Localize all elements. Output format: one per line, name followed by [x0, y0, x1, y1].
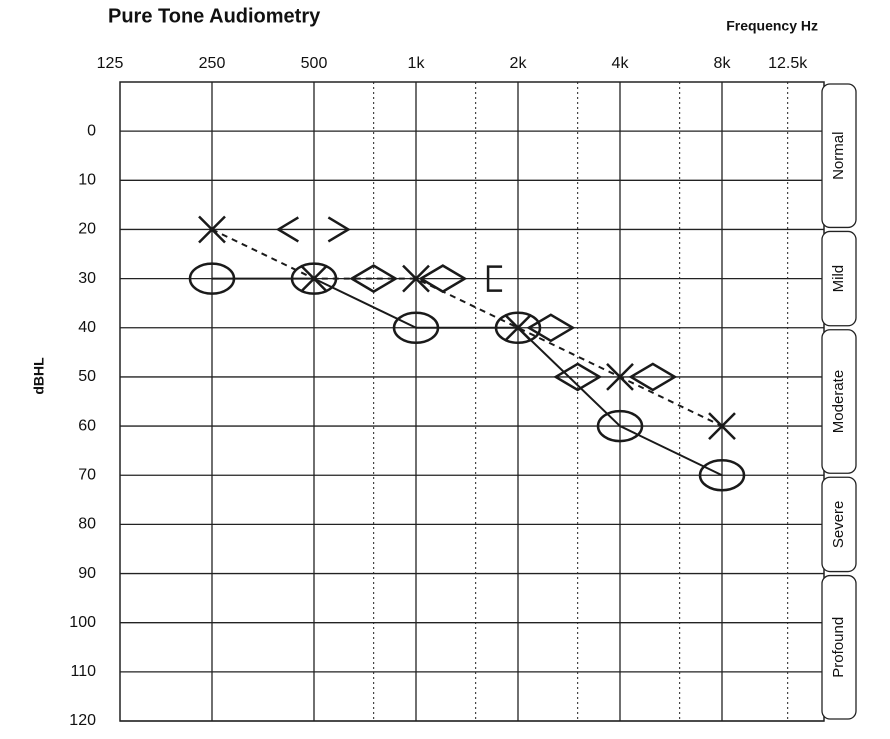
marker-shape	[198, 215, 226, 244]
y-tick-label: 60	[78, 417, 96, 434]
y-tick-label: 30	[78, 270, 96, 287]
marker-shape	[553, 362, 603, 392]
band	[821, 476, 857, 573]
x-tick-label: 8k	[714, 55, 732, 72]
marker	[698, 458, 746, 492]
y-axis-label: dBHL	[31, 357, 47, 395]
x-tick-label: 500	[301, 55, 328, 72]
marker	[402, 264, 430, 293]
marker-shape	[596, 409, 644, 443]
marker	[553, 362, 603, 392]
y-tick-label: 120	[69, 712, 96, 729]
band	[821, 83, 857, 229]
marker	[418, 264, 468, 294]
chart-title: Pure Tone Audiometry	[108, 5, 321, 27]
marker-shape	[418, 264, 468, 294]
x-tick-label: 2k	[510, 55, 528, 72]
band-label: Profound	[830, 617, 847, 678]
marker-shape	[606, 363, 634, 391]
marker-shape	[188, 262, 236, 295]
marker-shape	[349, 264, 399, 294]
x-tick-label: 125	[97, 55, 124, 72]
y-tick-label: 100	[69, 614, 96, 631]
marker-shape	[275, 216, 299, 243]
x-tick-label: 1k	[408, 55, 426, 72]
marker	[349, 264, 399, 294]
marker-shape	[698, 458, 746, 492]
marker	[708, 412, 736, 440]
band-label: Normal	[830, 132, 847, 180]
y-tick-label: 110	[70, 663, 96, 680]
band-label: Moderate	[830, 370, 847, 433]
marker-shape	[494, 311, 542, 345]
y-tick-label: 10	[78, 172, 96, 189]
marker	[188, 262, 236, 295]
marker	[606, 363, 634, 391]
marker	[198, 215, 226, 244]
x-tick-label: 4k	[612, 55, 630, 72]
y-tick-label: 0	[87, 122, 96, 139]
band	[821, 329, 857, 474]
marker	[526, 313, 576, 343]
marker-shape	[526, 313, 576, 343]
marker-shape	[300, 264, 328, 293]
marker-shape	[402, 264, 430, 293]
marker	[596, 409, 644, 443]
marker-shape	[628, 362, 678, 392]
y-tick-label: 90	[78, 565, 96, 582]
y-tick-label: 40	[78, 319, 96, 336]
marker	[327, 216, 351, 243]
marker	[486, 265, 503, 292]
y-tick-label: 80	[78, 516, 96, 533]
band	[821, 574, 857, 720]
marker-shape	[327, 216, 351, 243]
marker-shape	[392, 311, 440, 345]
band	[821, 230, 857, 327]
y-tick-label: 20	[78, 221, 96, 238]
plot-frame	[119, 81, 825, 722]
marker	[628, 362, 678, 392]
x-axis-label: Frequency Hz	[726, 18, 818, 34]
marker-shape	[708, 412, 736, 440]
band-label: Mild	[830, 265, 847, 293]
marker	[300, 264, 328, 293]
x-tick-label: 12.5k	[768, 55, 808, 72]
marker	[504, 313, 532, 342]
marker	[392, 311, 440, 345]
x-tick-label: 250	[199, 55, 226, 72]
marker-shape	[504, 313, 532, 342]
marker-shape	[486, 265, 503, 292]
y-tick-label: 50	[78, 368, 96, 385]
marker	[275, 216, 299, 243]
marker	[494, 311, 542, 345]
band-label: Severe	[830, 501, 847, 549]
y-tick-label: 70	[78, 466, 96, 483]
